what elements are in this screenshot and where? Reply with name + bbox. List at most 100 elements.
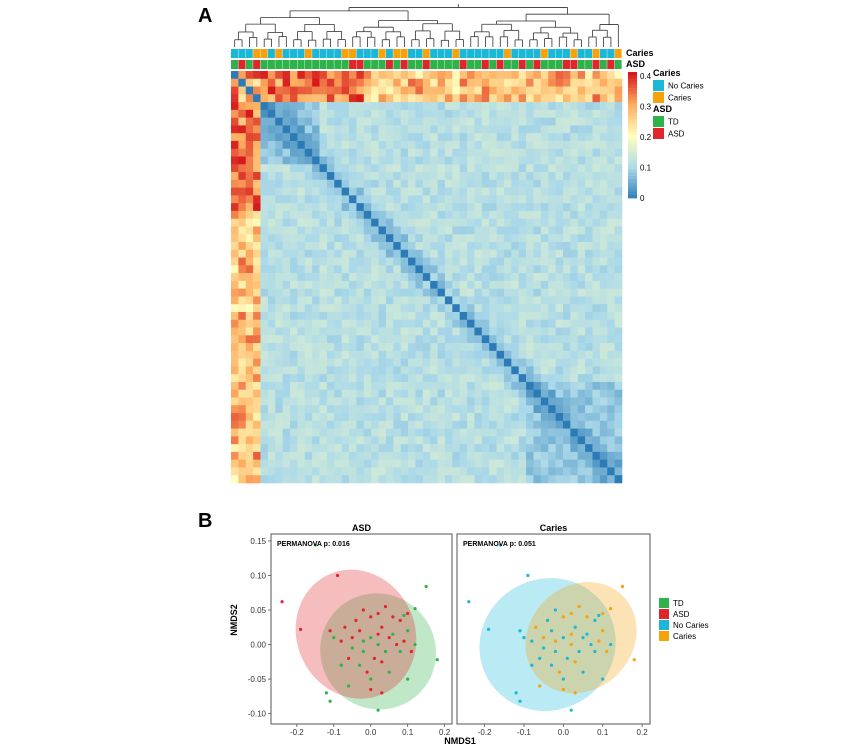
- heatmap-cell: [371, 257, 379, 266]
- heatmap-cell: [444, 413, 453, 422]
- asd-point: [346, 656, 351, 660]
- heatmap-cell: [511, 389, 520, 398]
- heatmap-cell: [489, 218, 497, 227]
- colorbar-segment: [628, 153, 637, 158]
- heatmap-cell: [245, 335, 254, 344]
- caries-annotation-cell: [474, 49, 482, 58]
- heatmap-cell: [319, 249, 328, 258]
- heatmap-cell: [422, 210, 431, 219]
- heatmap-cell: [282, 164, 291, 173]
- heatmap-cell: [437, 71, 446, 80]
- heatmap-cell: [385, 257, 394, 266]
- x-tick-label: -0.1: [517, 728, 531, 737]
- heatmap-cell: [319, 444, 328, 453]
- heatmap-cell: [282, 187, 291, 196]
- heatmap-cell: [267, 71, 276, 80]
- heatmap-cell: [496, 311, 505, 321]
- heatmap-cell: [526, 210, 534, 219]
- heatmap-cell: [282, 366, 291, 375]
- heatmap-cell: [444, 226, 453, 235]
- heatmap-cell: [496, 475, 505, 484]
- heatmap-cell: [363, 397, 372, 406]
- heatmap-cell: [518, 273, 527, 282]
- heatmap-cell: [503, 420, 512, 429]
- heatmap-cell: [599, 218, 608, 227]
- heatmap-cell: [452, 327, 460, 336]
- heatmap-cell: [459, 311, 468, 321]
- asd-annotation-cell: [349, 60, 357, 69]
- heatmap-cell: [562, 203, 571, 212]
- heatmap-cell: [245, 102, 254, 111]
- asd-point: [361, 608, 365, 612]
- heatmap-cell: [592, 265, 601, 274]
- heatmap-cell: [592, 86, 601, 95]
- heatmap-cell: [562, 304, 571, 313]
- caries-annotation-cell: [518, 49, 526, 58]
- heatmap-cell: [570, 389, 579, 398]
- heatmap-cell: [312, 420, 320, 429]
- heatmap-cell: [496, 179, 505, 188]
- heatmap-cell: [334, 280, 342, 289]
- heatmap-cell: [437, 374, 446, 383]
- heatmap-cell: [282, 343, 291, 352]
- heatmap-cell: [267, 257, 276, 266]
- heatmap-cell: [592, 451, 601, 460]
- heatmap-cell: [503, 265, 512, 274]
- heatmap-cell: [577, 179, 586, 188]
- heatmap-cell: [607, 210, 615, 219]
- heatmap-cell: [430, 296, 438, 305]
- heatmap-cell: [393, 374, 401, 383]
- heatmap-cell: [577, 117, 586, 126]
- heatmap-cell: [481, 86, 490, 95]
- heatmap-cell: [304, 71, 313, 80]
- heatmap-cell: [577, 265, 586, 274]
- heatmap-cell: [577, 304, 586, 313]
- heatmap-cell: [607, 203, 615, 212]
- heatmap-cell: [231, 265, 239, 274]
- heatmap-cell: [562, 249, 571, 258]
- heatmap-cell: [275, 428, 283, 437]
- no-caries-point: [565, 656, 569, 660]
- heatmap-cell: [393, 210, 401, 219]
- heatmap-cell: [238, 156, 247, 165]
- heatmap-cell: [371, 109, 379, 118]
- heatmap-cell: [599, 195, 608, 204]
- heatmap-cell: [356, 335, 365, 344]
- heatmap-cell: [592, 374, 601, 383]
- heatmap-cell: [503, 179, 512, 188]
- heatmap-cell: [489, 311, 497, 321]
- heatmap-cell: [253, 203, 261, 212]
- heatmap-cell: [481, 187, 490, 196]
- heatmap-cell: [238, 366, 247, 375]
- heatmap-cell: [408, 86, 416, 95]
- heatmap-cell: [326, 210, 335, 219]
- heatmap-cell: [408, 451, 416, 460]
- heatmap-cell: [341, 311, 350, 321]
- heatmap-cell: [319, 133, 328, 142]
- caries-point: [609, 607, 613, 611]
- heatmap-cell: [400, 218, 409, 227]
- heatmap-cell: [518, 444, 527, 453]
- heatmap-cell: [599, 179, 608, 188]
- heatmap-cell: [326, 179, 335, 188]
- heatmap-cell: [430, 86, 438, 95]
- colorbar-segment: [628, 160, 637, 164]
- heatmap-cell: [245, 319, 254, 328]
- heatmap-cell: [297, 78, 306, 87]
- heatmap-cell: [304, 451, 313, 460]
- heatmap-cell: [599, 343, 608, 352]
- heatmap-cell: [356, 226, 365, 235]
- heatmap-cell: [393, 125, 401, 134]
- heatmap-cell: [555, 133, 564, 142]
- heatmap-cell: [503, 413, 512, 422]
- heatmap-cell: [326, 102, 335, 111]
- heatmap-cell: [260, 172, 269, 181]
- heatmap-cell: [540, 288, 549, 297]
- heatmap-cell: [253, 109, 261, 118]
- heatmap-cell: [319, 343, 328, 352]
- heatmap-cell: [341, 397, 350, 406]
- heatmap-cell: [592, 304, 601, 313]
- heatmap-cell: [290, 343, 298, 352]
- heatmap-cell: [430, 374, 438, 383]
- heatmap-cell: [326, 140, 335, 150]
